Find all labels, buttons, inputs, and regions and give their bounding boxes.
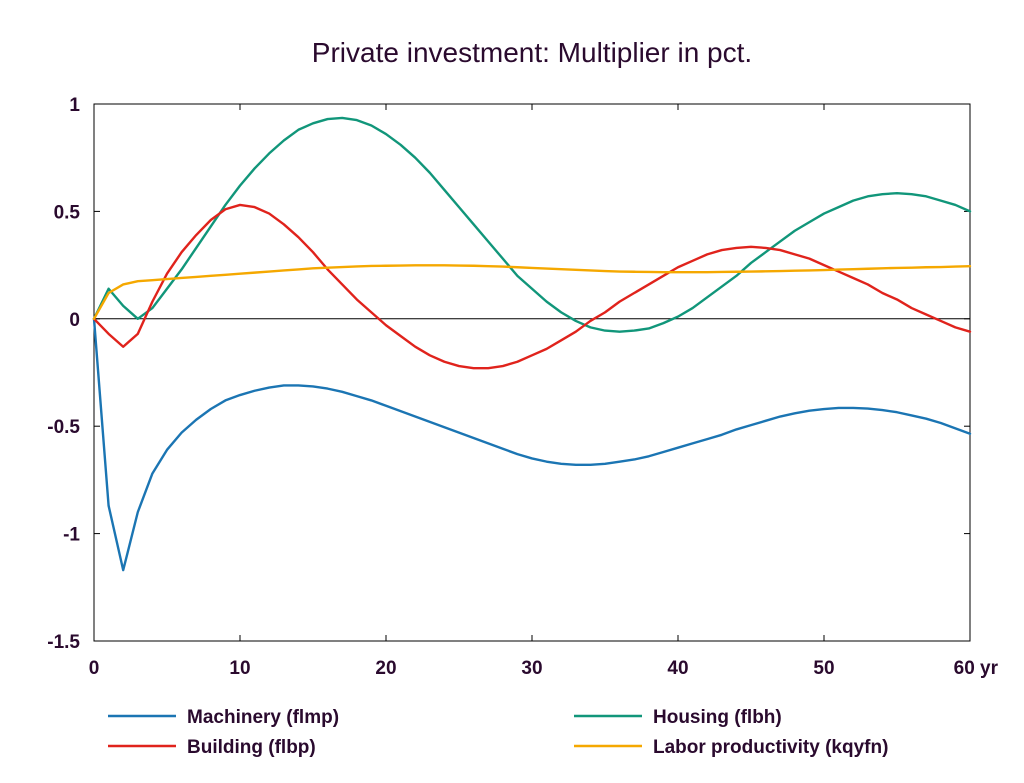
series-layer <box>92 116 972 572</box>
y-tick-label: 0 <box>69 310 80 331</box>
legend-label-labor-productivity: Labor productivity (kqyfn) <box>653 737 888 758</box>
axes-layer: 1 0.5 0 -0.5 -1 -1.5 0 10 20 30 40 50 60 yr <box>47 95 998 679</box>
x-tick-label: 20 <box>375 658 396 679</box>
x-tick-label: 40 <box>667 658 688 679</box>
legend: Machinery (flmp) Housing (flbh) Building (… <box>108 707 888 758</box>
y-tick-label: -0.5 <box>47 417 80 438</box>
y-tick-label: 0.5 <box>54 202 81 223</box>
chart-title: Private investment: Multiplier in pct. <box>312 37 752 68</box>
x-tick-label: 0 <box>89 658 100 679</box>
x-tick-label: 50 <box>813 658 834 679</box>
y-tick-label: -1.5 <box>47 632 80 653</box>
legend-label-building: Building (flbp) <box>187 737 316 758</box>
series-line-labor-productivity <box>92 264 972 320</box>
plot-border <box>93 103 971 642</box>
y-tick-label: 1 <box>69 95 80 116</box>
series-line-building <box>92 203 972 370</box>
x-tick-label: 30 <box>521 658 542 679</box>
legend-label-machinery: Machinery (flmp) <box>187 707 339 728</box>
plot-frame <box>93 103 971 642</box>
x-tick-label: 60 yr <box>954 658 999 679</box>
series-line-housing <box>92 116 972 333</box>
legend-label-housing: Housing (flbh) <box>653 707 782 728</box>
x-tick-label: 10 <box>229 658 250 679</box>
y-tick-label: -1 <box>63 525 80 546</box>
series-line-machinery <box>92 317 972 572</box>
